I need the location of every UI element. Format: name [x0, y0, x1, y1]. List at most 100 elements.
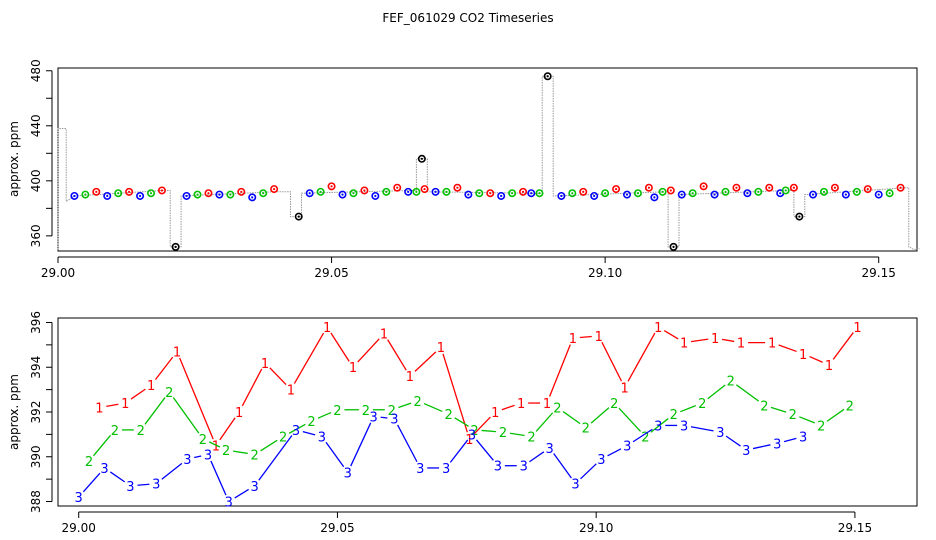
series-3-marker: 3	[742, 444, 750, 459]
series-1-marker: 1	[235, 406, 243, 421]
series-2-marker: 2	[222, 444, 230, 459]
point-center	[798, 215, 801, 218]
series-1-marker: 1	[380, 328, 388, 343]
point-marker	[601, 189, 610, 198]
point-marker	[557, 191, 566, 200]
point-marker	[371, 191, 380, 200]
sample-point	[809, 190, 818, 199]
chart-title: FEF_061029 CO2 Timeseries	[382, 11, 553, 25]
sample-point	[404, 187, 413, 196]
sample-point	[327, 182, 336, 191]
sample-point	[125, 187, 134, 196]
top-y-tick-label: 440	[29, 114, 43, 137]
series-3-segment	[350, 422, 372, 467]
series-1-segment	[106, 403, 119, 407]
point-marker	[896, 183, 905, 192]
point-center	[614, 187, 618, 191]
point-center	[653, 196, 656, 199]
point-marker	[666, 186, 675, 195]
series-3-segment	[783, 437, 797, 443]
sample-point	[732, 183, 741, 192]
point-center	[73, 194, 76, 198]
point-marker	[248, 193, 257, 202]
sample-point	[519, 187, 528, 196]
point-center	[724, 190, 727, 193]
point-center	[691, 192, 694, 195]
point-marker	[259, 189, 268, 198]
sample-point	[666, 186, 675, 195]
point-marker	[852, 187, 861, 196]
sample-point	[420, 185, 429, 194]
series-2-segment	[770, 406, 787, 413]
co2-raw-trace	[57, 75, 920, 251]
point-center	[768, 186, 771, 189]
series-2-segment	[172, 397, 200, 434]
point-center	[702, 185, 705, 188]
series-2-marker: 2	[165, 386, 173, 401]
point-marker	[475, 189, 484, 198]
series-3-segment	[449, 439, 469, 463]
point-marker	[237, 187, 246, 196]
point-center	[95, 190, 98, 193]
series-2-marker: 2	[499, 426, 507, 441]
point-center	[582, 190, 585, 193]
bottom-y-tick-label: 392	[29, 401, 43, 424]
sample-point	[677, 190, 686, 199]
series-2-segment	[93, 434, 111, 457]
sample-point	[215, 190, 224, 199]
sample-point	[852, 187, 861, 196]
series-3-marker: 3	[344, 466, 352, 481]
point-center	[160, 189, 164, 192]
series-1: 1 1 1 1 1 1 1 1 1 1 1 1 1 1 1 1 1 1 1 1 1 1 1 1 1 1 1 1	[95, 321, 861, 455]
point-center	[625, 193, 629, 196]
point-center	[746, 192, 749, 195]
point-center	[877, 193, 880, 196]
series-3-marker: 3	[680, 419, 688, 434]
series-2-marker: 2	[307, 415, 315, 430]
series-1-marker: 1	[121, 397, 129, 412]
point-center	[672, 245, 675, 248]
sample-point	[789, 183, 798, 192]
series-2-marker: 2	[789, 408, 797, 423]
point-marker	[349, 189, 358, 198]
point-center	[866, 187, 869, 191]
point-marker	[644, 183, 653, 192]
point-marker	[633, 189, 642, 198]
point-marker	[543, 72, 552, 81]
sample-point	[601, 189, 610, 198]
sample-point	[885, 189, 894, 198]
series-3-segment	[553, 453, 572, 479]
series-3-segment	[82, 472, 101, 493]
sample-point	[754, 187, 763, 196]
sample-point	[743, 189, 752, 198]
series-3-marker: 3	[100, 462, 108, 477]
series-2-segment	[509, 432, 525, 437]
reference-point	[669, 242, 678, 251]
series-2-marker: 2	[137, 424, 145, 439]
point-marker	[497, 191, 506, 200]
reference-point	[171, 242, 180, 251]
series-3-marker: 3	[390, 413, 398, 428]
point-marker	[658, 187, 667, 196]
point-marker	[157, 186, 166, 195]
series-3-marker: 3	[773, 437, 781, 452]
series-2-marker: 2	[362, 404, 370, 419]
series-1-marker: 1	[799, 348, 807, 363]
point-center	[434, 190, 437, 193]
point-center	[128, 190, 131, 193]
series-3-segment	[302, 431, 316, 436]
sample-point	[412, 187, 421, 196]
point-center	[757, 190, 760, 193]
point-marker	[136, 191, 145, 200]
series-2-marker: 2	[527, 431, 535, 446]
top-y-tick-label: 400	[29, 169, 43, 192]
point-center	[489, 192, 492, 195]
sample-point	[819, 187, 828, 196]
series-3-marker: 3	[204, 449, 212, 464]
series-3-marker: 3	[468, 428, 476, 443]
series-3-marker: 3	[799, 431, 807, 446]
series-2-segment	[260, 439, 278, 452]
